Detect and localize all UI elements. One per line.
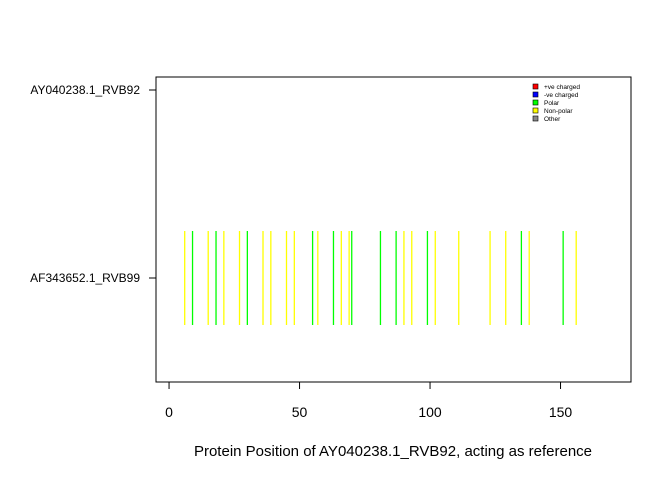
chart-marks [184, 231, 577, 325]
legend-label: Polar [544, 100, 560, 107]
legend: +ve charged-ve chargedPolarNon-polarOthe… [532, 83, 580, 123]
y-tick-label: AY040238.1_RVB92 [30, 83, 140, 97]
legend-label: -ve charged [544, 92, 579, 99]
legend-swatch [532, 83, 539, 90]
legend-label: +ve charged [544, 84, 580, 91]
legend-swatch [532, 115, 539, 122]
x-tick-label: 50 [292, 404, 308, 420]
legend-label: Non-polar [544, 108, 573, 115]
x-axis: 0 50 100 150 [165, 381, 573, 420]
y-axis: AY040238.1_RVB92 AF343652.1_RVB99 [30, 83, 157, 285]
y-tick-label: AF343652.1_RVB99 [30, 271, 140, 285]
legend-swatch [532, 107, 539, 114]
x-tick-label: 0 [165, 404, 173, 420]
x-tick-label: 150 [549, 404, 573, 420]
x-axis-title: Protein Position of AY040238.1_RVB92, ac… [194, 443, 592, 460]
legend-swatch [532, 99, 539, 106]
legend-swatch [532, 91, 539, 98]
x-tick-label: 100 [418, 404, 442, 420]
legend-label: Other [544, 116, 561, 123]
